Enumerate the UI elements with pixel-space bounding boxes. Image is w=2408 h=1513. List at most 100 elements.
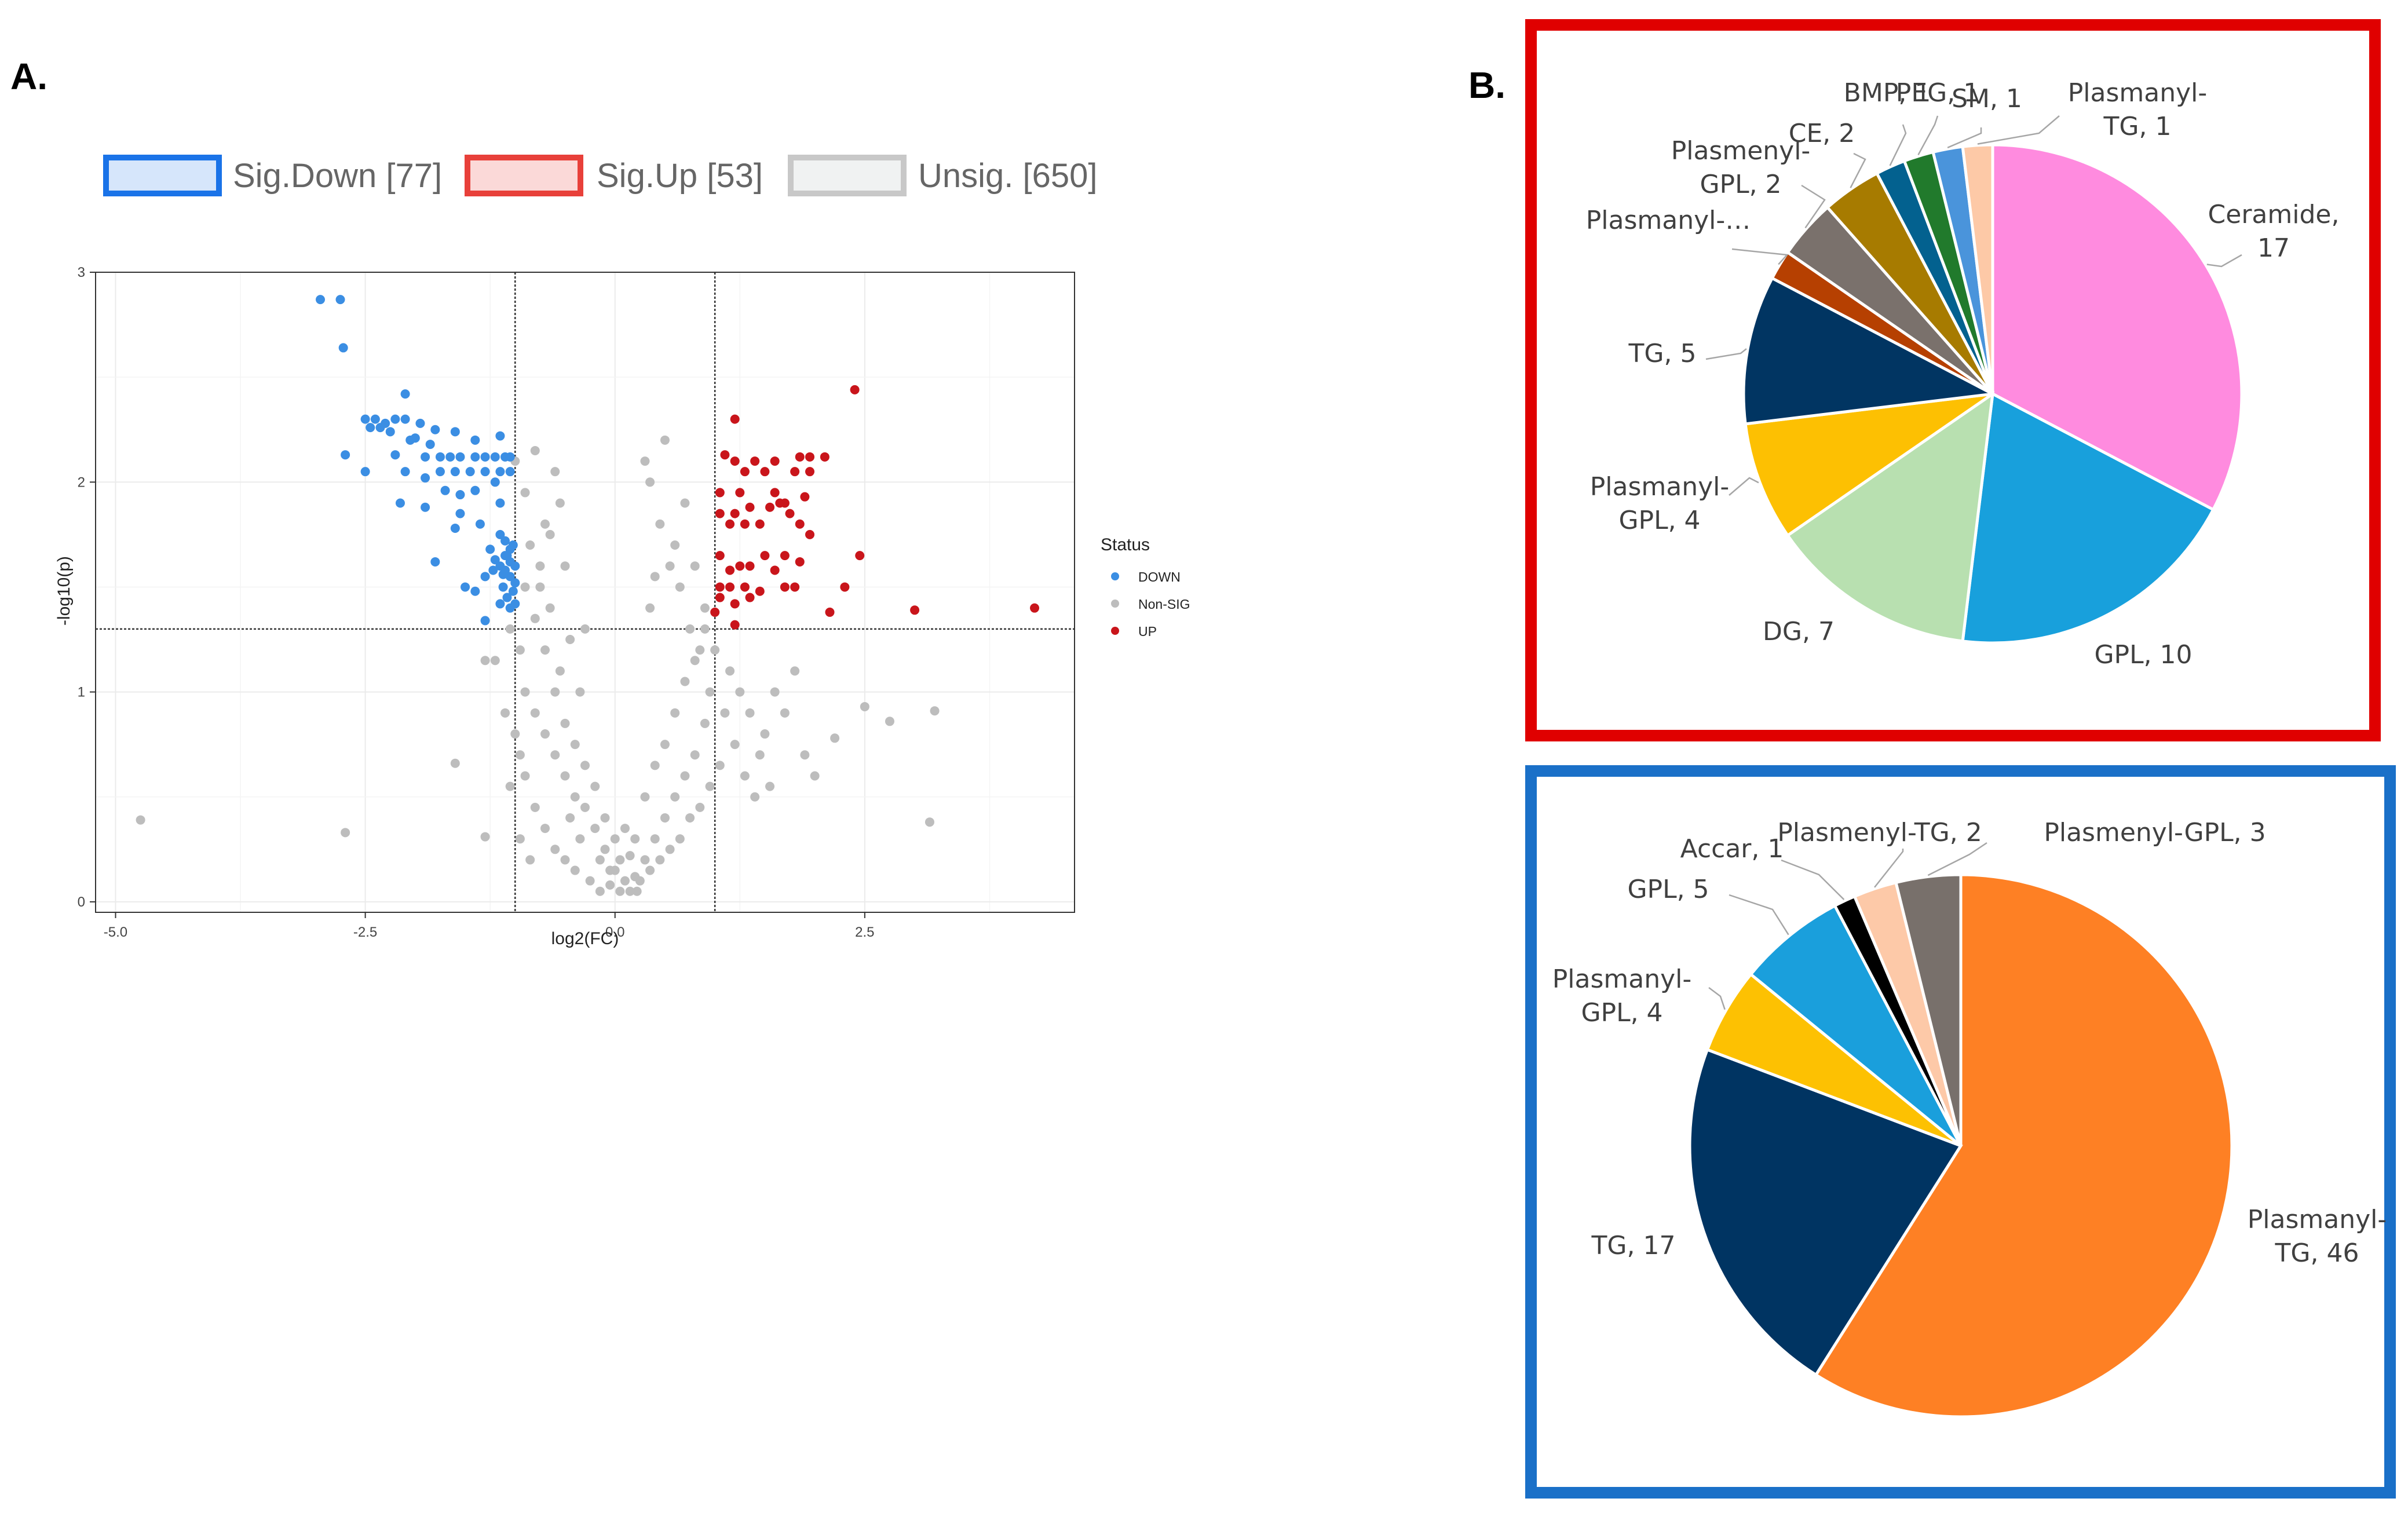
pie2-slice-label: Plasmanyl-GPL, 4	[1552, 964, 1692, 1028]
point-up	[780, 551, 790, 561]
pie2-slice-label: Accar, 1	[1680, 834, 1784, 864]
pie1-leader-line	[1947, 127, 1982, 149]
point-nonsig	[685, 813, 695, 823]
point-nonsig	[650, 572, 660, 582]
point-down	[445, 452, 455, 462]
point-nonsig	[505, 781, 515, 791]
point-down	[480, 572, 490, 582]
x-axis-ticks: -5.0 -2.5 0.0 2.5	[104, 912, 875, 940]
pie1-slice-label: DG, 7	[1763, 617, 1835, 646]
pie1-slice-label: PEG, 1	[1896, 78, 1979, 108]
point-up	[855, 551, 865, 561]
point-down	[385, 427, 395, 437]
point-up	[770, 456, 780, 466]
point-nonsig	[545, 529, 555, 539]
point-nonsig	[705, 687, 715, 697]
point-nonsig	[700, 624, 710, 634]
point-nonsig	[650, 761, 660, 770]
threshold-lines	[96, 272, 1075, 912]
point-up	[765, 502, 775, 512]
legend-nonsig-label: Non-SIG	[1138, 597, 1190, 612]
point-nonsig	[925, 817, 934, 827]
point-down	[505, 467, 515, 477]
point-nonsig	[680, 771, 690, 781]
x-axis-label: log2(FC)	[551, 929, 619, 948]
point-down	[480, 616, 490, 626]
point-nonsig	[745, 708, 755, 718]
pie1-slice-label: GPL, 10	[2094, 640, 2192, 670]
point-nonsig	[650, 834, 660, 844]
point-nonsig	[690, 561, 700, 571]
point-nonsig	[570, 792, 580, 802]
point-nonsig	[680, 498, 690, 508]
point-up	[785, 509, 795, 518]
pie2-slice-label: Plasmenyl-TG, 2	[1777, 818, 1982, 847]
point-down	[421, 452, 430, 462]
point-down	[455, 490, 465, 500]
point-down	[425, 440, 435, 449]
point-nonsig	[780, 708, 790, 718]
legend-sig-up-label: Sig.Up [53]	[597, 157, 763, 195]
point-nonsig	[800, 750, 810, 760]
point-down	[415, 418, 425, 428]
point-down	[360, 467, 370, 477]
pie1-slice-label: SM, 1	[1952, 84, 2022, 114]
point-nonsig	[655, 855, 665, 865]
point-nonsig	[525, 855, 535, 865]
point-down	[465, 467, 475, 477]
point-up	[715, 509, 725, 518]
pie2-slice-label: Plasmenyl-GPL, 3	[2044, 818, 2266, 847]
point-down	[508, 586, 518, 596]
point-down	[470, 435, 480, 445]
point-down	[400, 389, 410, 399]
legend-down-marker	[1111, 572, 1119, 580]
x-tick-label: 2.5	[855, 924, 874, 940]
pie2-slice-label: GPL, 5	[1627, 875, 1709, 904]
point-up	[805, 467, 815, 477]
point-up	[730, 456, 740, 466]
point-nonsig	[645, 865, 655, 875]
point-nonsig	[930, 706, 940, 716]
point-down	[338, 343, 348, 353]
point-nonsig	[740, 771, 750, 781]
point-down	[450, 467, 460, 477]
point-nonsig	[765, 781, 775, 791]
point-nonsig	[585, 876, 595, 886]
downregulated-pie-frame	[1525, 765, 2396, 1499]
point-down	[405, 435, 415, 445]
pie2-leader-line	[1708, 987, 1726, 1010]
y-tick-label: 3	[78, 265, 85, 280]
panel-a-label: A.	[10, 56, 47, 97]
point-nonsig	[560, 718, 570, 728]
point-down	[390, 414, 400, 424]
point-up	[720, 450, 730, 460]
point-up	[770, 488, 780, 498]
point-nonsig	[810, 771, 820, 781]
point-down	[435, 467, 445, 477]
point-nonsig	[550, 467, 560, 477]
point-nonsig	[655, 519, 665, 529]
point-down	[490, 477, 500, 487]
point-nonsig	[620, 824, 630, 834]
volcano-plot: -5.0 -2.5 0.0 2.5 0 1 2 3 log2(FC) -log10(p) S…	[54, 265, 1190, 948]
point-down	[495, 599, 505, 609]
point-up	[735, 488, 745, 498]
point-nonsig	[665, 845, 675, 854]
point-nonsig	[645, 477, 655, 487]
point-up	[760, 551, 770, 561]
pie2-slice-label: TG, 17	[1591, 1231, 1676, 1260]
upregulated-lipid-pie: Ceramide, 17 GPL, 10 DG, 7 Plasmanyl-GPL, 4 T…	[1586, 78, 2340, 670]
legend-down-label: DOWN	[1138, 569, 1181, 584]
point-nonsig	[530, 708, 540, 718]
point-nonsig	[755, 750, 765, 760]
y-axis-label: -log10(p)	[54, 556, 74, 626]
point-down	[505, 603, 515, 613]
point-down	[475, 519, 485, 529]
pie2-slices	[1688, 873, 2234, 1419]
point-nonsig	[540, 824, 550, 834]
point-down	[341, 450, 350, 460]
point-nonsig	[520, 488, 530, 498]
point-nonsig	[632, 886, 642, 896]
pie2-slice-label: Plasmanyl-TG, 46	[2248, 1205, 2387, 1268]
volcano-plot-frame	[95, 272, 1075, 913]
